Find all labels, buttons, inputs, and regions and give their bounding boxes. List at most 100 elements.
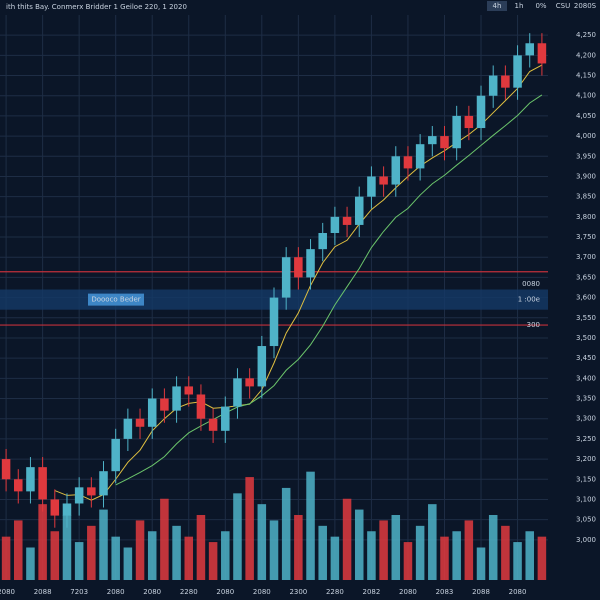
candle-body — [403, 156, 413, 169]
volume-bar — [342, 498, 352, 580]
volume-bar — [208, 542, 218, 580]
candle-body — [306, 249, 315, 278]
y-tick-label: 3,000 — [576, 536, 596, 544]
y-tick-label: 3,650 — [576, 273, 596, 281]
volume-bar — [403, 542, 413, 580]
y-tick-label: 4,250 — [576, 31, 596, 39]
volume-bar — [452, 531, 461, 580]
volume-bar — [26, 547, 35, 580]
volume-bar — [513, 542, 522, 580]
y-tick-label: 3,350 — [576, 395, 596, 403]
y-tick-label: 4,150 — [576, 72, 596, 80]
candle-body — [245, 378, 254, 387]
y-tick-label: 3,850 — [576, 193, 596, 201]
volume-bar — [525, 531, 534, 580]
volume-bar — [135, 520, 145, 580]
volume-bar — [476, 547, 486, 580]
volume-bar — [440, 536, 449, 580]
toolbar-button[interactable] — [487, 1, 507, 11]
side-label: 1 :00e — [518, 296, 540, 304]
volume-bar — [391, 515, 401, 580]
volume-bar — [184, 536, 194, 580]
volume-bar — [428, 504, 437, 580]
toolbar-label[interactable]: 0% — [535, 2, 546, 10]
candle-body — [26, 467, 35, 492]
volume-bar — [537, 536, 547, 580]
y-tick-label: 3,250 — [576, 435, 596, 443]
volume-bar — [99, 509, 108, 580]
volume-bar — [50, 531, 60, 580]
candle-body — [379, 176, 388, 185]
y-tick-label: 3,750 — [576, 233, 596, 241]
y-tick-label: 3,400 — [576, 374, 596, 382]
y-tick-label: 4,100 — [576, 92, 596, 100]
candle-body — [111, 438, 120, 472]
candle-body — [196, 394, 206, 419]
x-tick-label: 2088 — [472, 588, 490, 596]
volume-bar — [14, 520, 23, 580]
y-tick-label: 3,950 — [576, 152, 596, 160]
toolbar-label[interactable]: 4h — [493, 2, 502, 10]
x-tick-label: 2080 — [107, 588, 125, 596]
toolbar-label[interactable]: CSU — [556, 2, 570, 10]
candle-body — [513, 55, 522, 88]
candle-body — [269, 297, 279, 347]
volume-bar — [354, 509, 364, 580]
x-tick-label: 7203 — [70, 588, 88, 596]
candle-body — [318, 233, 327, 250]
x-tick-label: 2082 — [363, 588, 381, 596]
volume-bar — [294, 515, 303, 580]
y-tick-label: 3,500 — [576, 334, 596, 342]
candle-body — [135, 418, 145, 427]
x-tick-label: 2280 — [326, 588, 344, 596]
candle-body — [415, 144, 425, 169]
candle-body — [184, 386, 194, 395]
x-tick-label: 2280 — [180, 588, 198, 596]
volume-bar — [233, 493, 242, 580]
moving-average — [115, 94, 543, 486]
candle-body — [367, 176, 376, 197]
x-tick-label: 2080 — [0, 588, 15, 596]
candle-body — [342, 216, 352, 225]
candle-body — [50, 499, 60, 516]
candle-body — [87, 487, 96, 496]
volume-bar — [257, 504, 267, 580]
volume-bar — [464, 520, 474, 580]
candle-body — [38, 467, 47, 500]
volume-bar — [74, 542, 84, 580]
candle-body — [281, 257, 291, 298]
y-tick-label: 3,550 — [576, 314, 596, 322]
volume-bar — [318, 525, 327, 580]
volume-bar — [62, 515, 72, 580]
y-tick-label: 3,450 — [576, 354, 596, 362]
volume-bar — [269, 520, 279, 580]
toolbar-label[interactable]: 1h — [515, 2, 524, 10]
y-tick-label: 4,200 — [576, 51, 596, 59]
volume-bar — [196, 515, 206, 580]
volume-bar — [111, 536, 120, 580]
band-label: Doooco Beder — [91, 296, 140, 304]
candle-body — [464, 115, 474, 129]
y-tick-label: 3,150 — [576, 475, 596, 483]
candle-body — [147, 398, 157, 427]
candle-body — [525, 43, 534, 56]
toolbar-label[interactable]: 2080S — [574, 2, 597, 10]
volume-bar — [306, 471, 315, 580]
volume-bar — [281, 487, 291, 580]
y-tick-label: 3,100 — [576, 495, 596, 503]
volume-bar — [160, 498, 169, 580]
volume-bar — [379, 520, 388, 580]
volume-bar — [245, 477, 254, 580]
candle-body — [476, 95, 486, 129]
candle-body — [257, 346, 267, 387]
y-tick-label: 3,900 — [576, 172, 596, 180]
candle-body — [488, 75, 498, 96]
candle-body — [123, 418, 133, 439]
volume-bar — [330, 536, 340, 580]
volume-bar — [38, 504, 47, 580]
y-tick-label: 4,050 — [576, 112, 596, 120]
y-tick-label: 3,200 — [576, 455, 596, 463]
volume-bar — [367, 531, 376, 580]
y-tick-label: 3,300 — [576, 415, 596, 423]
